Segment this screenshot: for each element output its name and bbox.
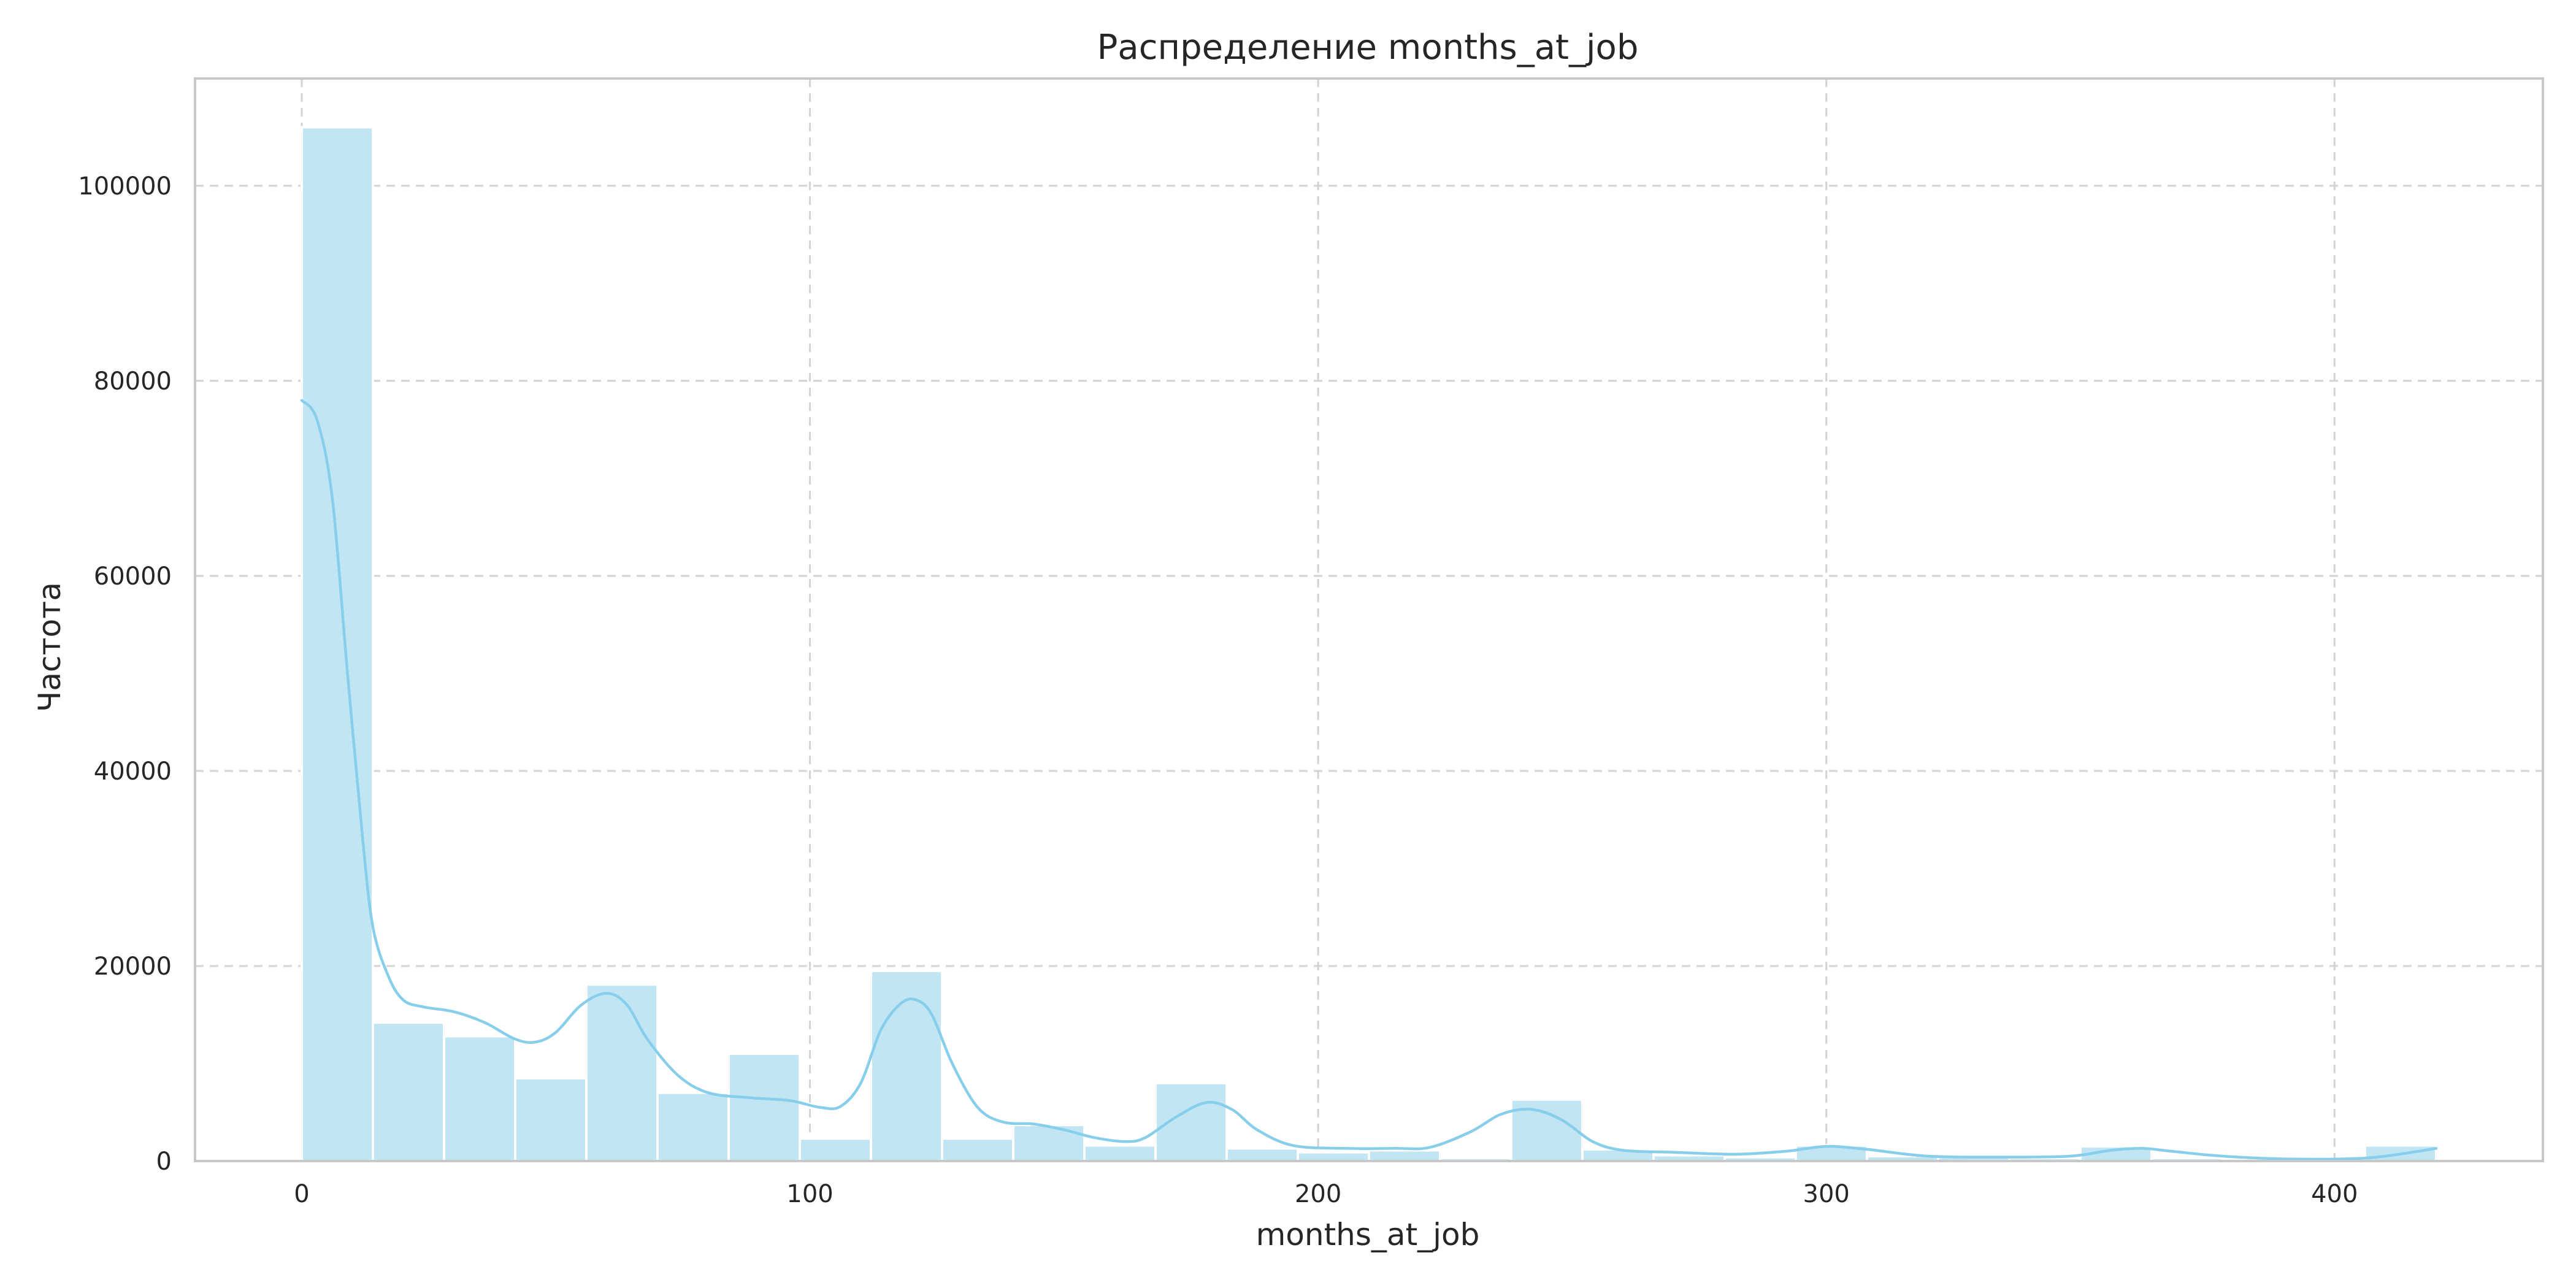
y-tick-label: 80000 xyxy=(94,367,172,396)
histogram-bar xyxy=(301,126,374,1162)
histogram-bar xyxy=(1297,1151,1370,1163)
plot-frame xyxy=(194,77,2544,1162)
y-tick-label: 60000 xyxy=(94,562,172,591)
histogram-bar xyxy=(870,969,943,1162)
x-axis-label: months_at_job xyxy=(1256,1217,1480,1252)
y-tick-label: 0 xyxy=(156,1148,172,1176)
x-tick-label: 400 xyxy=(2311,1180,2358,1208)
y-tick-label: 20000 xyxy=(94,953,172,981)
histogram-bar xyxy=(941,1137,1014,1163)
histogram-bar xyxy=(514,1076,588,1162)
histogram-bar xyxy=(1225,1147,1299,1163)
kde-curve xyxy=(300,399,2438,1161)
x-tick-label: 200 xyxy=(1295,1180,1341,1208)
histogram-bars xyxy=(301,126,2437,1163)
grid-lines xyxy=(195,79,2543,1162)
y-tick-label: 100000 xyxy=(78,172,172,201)
y-axis-label: Частота xyxy=(32,582,67,712)
histogram-bar xyxy=(372,1021,445,1162)
x-tick-label: 100 xyxy=(786,1180,833,1208)
histogram-bar xyxy=(1012,1124,1086,1162)
chart-title: Распределение months_at_job xyxy=(1097,28,1639,67)
x-tick-label: 300 xyxy=(1803,1180,1850,1208)
histogram-bar xyxy=(443,1035,516,1163)
histogram-bar xyxy=(1083,1144,1157,1163)
histogram-bar xyxy=(585,983,659,1163)
histogram-bar xyxy=(656,1091,730,1163)
histogram-bar xyxy=(799,1137,872,1163)
x-axis-ticks: 0 100 200 300 400 xyxy=(294,1180,2358,1208)
x-tick-label: 0 xyxy=(294,1180,309,1208)
y-tick-label: 40000 xyxy=(94,757,172,786)
histogram-bar xyxy=(727,1052,801,1162)
y-axis-ticks: 0 20000 40000 60000 80000 100000 xyxy=(78,172,172,1176)
histogram-bar xyxy=(1368,1149,1441,1163)
